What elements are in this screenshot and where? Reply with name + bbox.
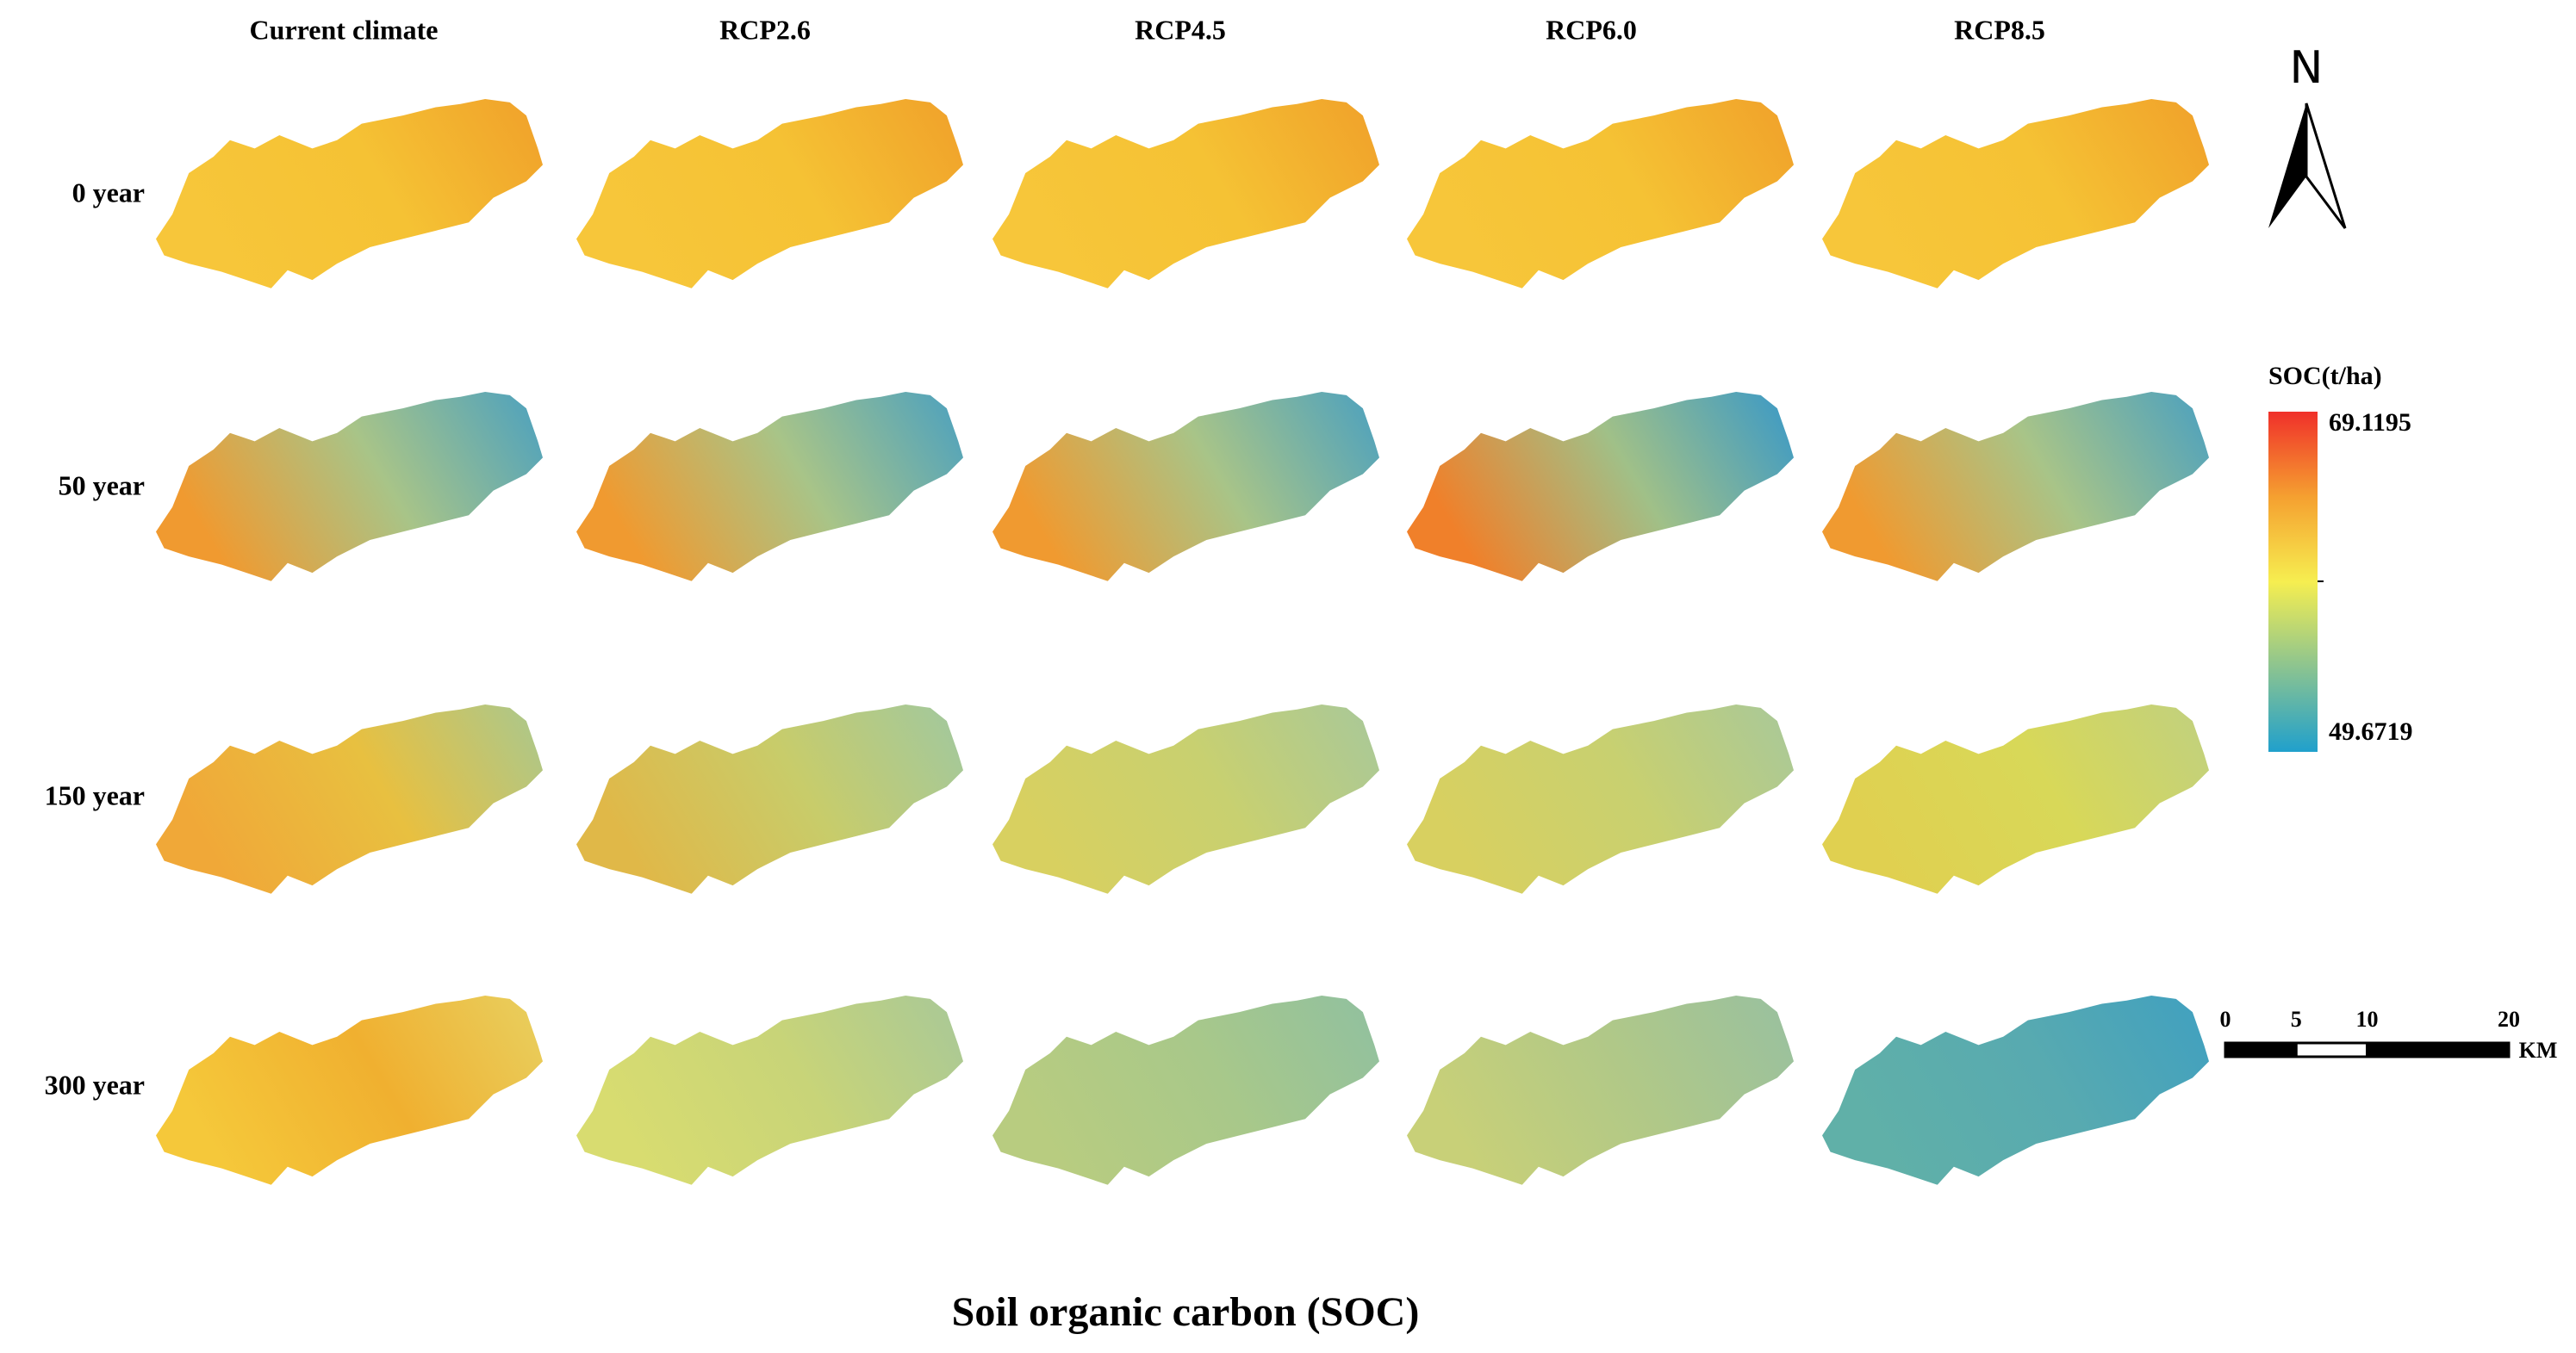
map-region (576, 704, 963, 894)
legend-title: SOC(t/ha) (2268, 362, 2382, 390)
arrow-right (2305, 102, 2347, 229)
column-label: RCP8.5 (1954, 14, 2045, 45)
map-panel (1822, 996, 2209, 1185)
scale-tick-label: 20 (2498, 1007, 2520, 1032)
scale-segment (2224, 1041, 2298, 1058)
map-region (1822, 996, 2209, 1185)
scale-tick-label: 10 (2356, 1007, 2379, 1032)
map-region (1407, 996, 1794, 1185)
row-label: 50 year (59, 469, 145, 500)
map-panel (992, 704, 1379, 894)
map-panel (576, 392, 963, 581)
column-label: Current climate (250, 14, 439, 45)
map-panel (1407, 99, 1794, 289)
map-region (992, 704, 1379, 894)
map-region (1407, 704, 1794, 894)
map-region (1822, 392, 2209, 581)
map-panel (1407, 996, 1794, 1185)
map-panel (1822, 392, 2209, 581)
row-label: 0 year (72, 177, 145, 208)
north-label: N (2290, 42, 2324, 94)
map-panel (156, 996, 543, 1185)
map-panel (1822, 99, 2209, 289)
row-label: 150 year (45, 779, 145, 810)
scale-tick-label: 5 (2291, 1007, 2302, 1032)
map-region (992, 996, 1379, 1185)
map-region (576, 392, 963, 581)
legend-max: 69.1195 (2329, 408, 2411, 437)
map-panel (576, 99, 963, 289)
map-panel (992, 99, 1379, 289)
map-panel (1407, 392, 1794, 581)
map-region (1822, 99, 2209, 289)
scale-unit: KM (2519, 1038, 2558, 1063)
map-region (1822, 704, 2209, 894)
map-region (576, 996, 963, 1185)
map-panel (992, 392, 1379, 581)
map-region (156, 99, 543, 289)
map-region (1407, 392, 1794, 581)
map-panel (156, 704, 543, 894)
map-panel (576, 704, 963, 894)
map-panel (992, 996, 1379, 1185)
map-region (992, 99, 1379, 289)
scale-segment (2366, 1041, 2511, 1058)
arrow-left (2268, 103, 2306, 228)
map-region (156, 996, 543, 1185)
row-label: 300 year (45, 1069, 145, 1100)
map-panel (156, 392, 543, 581)
column-label: RCP2.6 (719, 14, 811, 45)
column-label: RCP6.0 (1546, 14, 1637, 45)
map-panel (1822, 704, 2209, 894)
map-region (1407, 99, 1794, 289)
scale-segment (2294, 1041, 2368, 1058)
figure-title: Soil organic carbon (SOC) (952, 1289, 1420, 1335)
map-region (156, 392, 543, 581)
north-arrow: N (2268, 42, 2347, 229)
map-region (576, 99, 963, 289)
column-label: RCP4.5 (1135, 14, 1226, 45)
map-panel (156, 99, 543, 289)
legend-min: 49.6719 (2329, 717, 2413, 746)
map-region (992, 392, 1379, 581)
map-region (156, 704, 543, 894)
colorbar (2268, 412, 2318, 752)
map-panel (576, 996, 963, 1185)
scale-tick-label: 0 (2220, 1007, 2231, 1032)
map-panel (1407, 704, 1794, 894)
